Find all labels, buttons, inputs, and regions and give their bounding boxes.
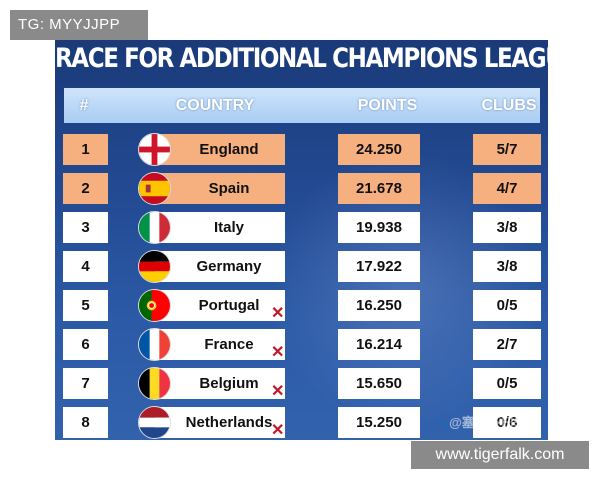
ranking-graphic: RACE FOR ADDITIONAL CHAMPIONS LEAGUE SPO… [55,40,548,440]
table-row: 3 Italy 19.938 3/8 [55,211,548,244]
table-header: # COUNTRY POINTS CLUBS [64,88,540,123]
table-row: 6 France 16.214 2/7 ✕ [55,328,548,361]
points-cell: 16.250 [338,290,420,321]
table-row: 2 Spain 21.678 4/7 [55,172,548,205]
points-cell: 21.678 [338,173,420,204]
belgium-flag-icon [138,367,171,400]
rank-cell: 3 [63,212,108,243]
table-row: 7 Belgium 15.650 0/5 ✕ [55,367,548,400]
points-cell: 16.214 [338,329,420,360]
rank-cell: 4 [63,251,108,282]
clubs-cell: 2/7 [473,329,541,360]
points-cell: 17.922 [338,251,420,282]
table-row: 1 England 24.250 5/7 [55,133,548,166]
points-cell: 15.250 [338,407,420,438]
rank-cell: 8 [63,407,108,438]
eliminated-x-icon: ✕ [271,422,285,439]
clubs-cell: 3/8 [473,212,541,243]
clubs-cell: 0/5 [473,368,541,399]
clubs-cell: 0/6 [473,407,541,438]
country-cell: Germany [155,251,285,282]
germany-flag-icon [138,250,171,283]
table-row: 8 Netherlands 15.250 0/6 ✕ [55,406,548,439]
rank-cell: 5 [63,290,108,321]
header-points: POINTS [357,97,418,114]
header-clubs: CLUBS [481,97,537,114]
rank-cell: 7 [63,368,108,399]
country-cell: Netherlands [155,407,285,438]
spain-flag-icon [138,172,171,205]
header-country: COUNTRY [175,97,255,114]
clubs-cell: 3/8 [473,251,541,282]
rank-cell: 6 [63,329,108,360]
rank-cell: 1 [63,134,108,165]
country-cell: France [155,329,285,360]
social-watermark: 🐾@塞南茶曰58 [433,415,529,430]
country-cell: Spain [155,173,285,204]
eliminated-x-icon: ✕ [271,344,285,361]
netherlands-flag-icon [138,406,171,439]
france-flag-icon [138,328,171,361]
italy-flag-icon [138,211,171,244]
top-watermark-tag: TG: MYYJJPP [10,10,148,40]
country-cell: England [155,134,285,165]
country-cell: Italy [155,212,285,243]
header-rank: # [79,97,89,114]
points-cell: 24.250 [338,134,420,165]
england-flag-icon [138,133,171,166]
eliminated-x-icon: ✕ [271,305,285,322]
points-cell: 15.650 [338,368,420,399]
clubs-cell: 0/5 [473,290,541,321]
bottom-watermark-tag: www.tigerfalk.com [411,441,589,469]
eliminated-x-icon: ✕ [271,383,285,400]
clubs-cell: 5/7 [473,134,541,165]
rank-cell: 2 [63,173,108,204]
country-cell: Belgium [155,368,285,399]
graphic-title: RACE FOR ADDITIONAL CHAMPIONS LEAGUE SPO… [55,44,548,74]
points-cell: 19.938 [338,212,420,243]
table-row: 5 Portugal 16.250 0/5 ✕ [55,289,548,322]
clubs-cell: 4/7 [473,173,541,204]
portugal-flag-icon [138,289,171,322]
table-row: 4 Germany 17.922 3/8 [55,250,548,283]
country-cell: Portugal [155,290,285,321]
